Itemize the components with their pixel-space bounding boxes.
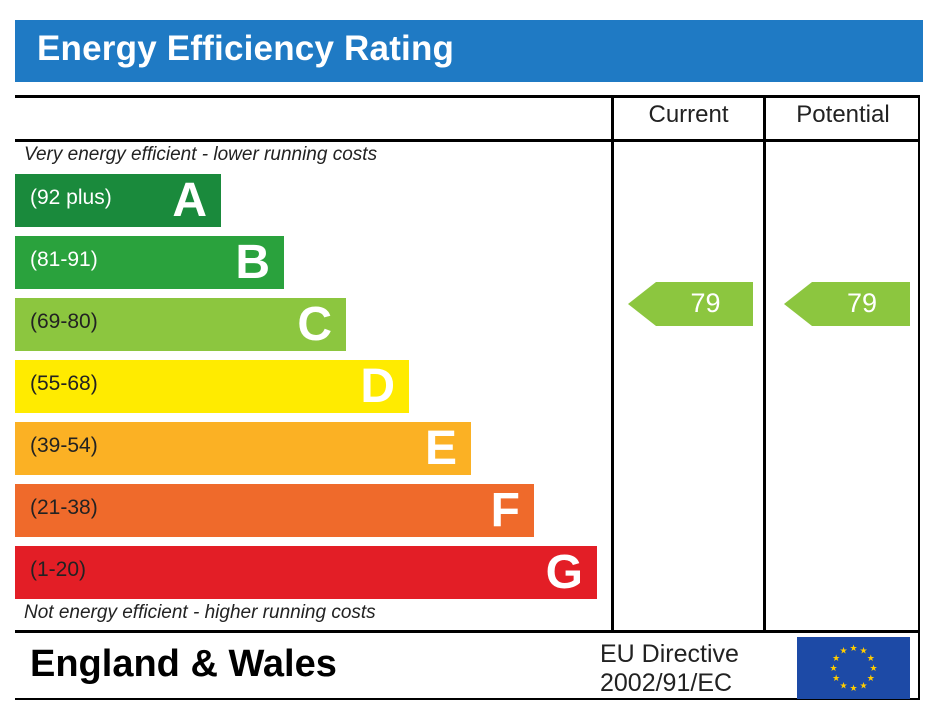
band-letter: E: [424, 422, 457, 475]
current-rating-value: 79: [690, 288, 721, 318]
note-inefficient: Not energy efficient - higher running co…: [24, 602, 376, 623]
band-letter: G: [545, 546, 583, 599]
header-divider: [15, 139, 920, 142]
band-range: (55-68): [30, 372, 98, 395]
page-title: Energy Efficiency Rating: [37, 29, 455, 68]
star-icon: ★: [849, 644, 857, 654]
star-icon: ★: [832, 674, 840, 684]
band-letter: A: [172, 174, 207, 227]
column-divider: [763, 95, 766, 633]
band-range: (69-80): [30, 310, 98, 333]
band-g: (1-20) G: [15, 546, 597, 599]
band-a: (92 plus) A: [15, 174, 221, 227]
band-letter: F: [490, 484, 520, 537]
arrow-shape: [784, 282, 910, 326]
note-efficient: Very energy efficient - lower running co…: [24, 144, 378, 165]
band-d: (55-68) D: [15, 360, 409, 413]
rating-table-frame: [15, 95, 920, 700]
eu-flag-icon: ★ ★ ★ ★ ★ ★ ★ ★ ★ ★ ★ ★: [797, 637, 910, 699]
column-header-current: Current: [648, 101, 729, 128]
potential-rating-arrow: 79: [784, 282, 910, 326]
star-icon: ★: [859, 647, 867, 657]
band-e: (39-54) E: [15, 422, 471, 475]
star-icon: ★: [829, 664, 837, 674]
star-icon: ★: [832, 654, 840, 664]
band-f: (21-38) F: [15, 484, 534, 537]
band-range: (39-54): [30, 434, 98, 457]
star-icon: ★: [839, 647, 847, 657]
band-range: (81-91): [30, 248, 98, 271]
column-divider: [611, 95, 614, 633]
band-letter: D: [360, 360, 395, 413]
arrow-shape: [628, 282, 753, 326]
star-icon: ★: [849, 684, 857, 694]
band-range: (1-20): [30, 558, 87, 581]
star-icon: ★: [867, 654, 875, 664]
column-header-potential: Potential: [796, 101, 890, 128]
eu-stars: ★ ★★★★★★★★★★★: [829, 644, 877, 694]
band-range: (92 plus): [30, 186, 112, 209]
directive-line1: EU Directive: [600, 640, 739, 668]
star-icon: ★: [869, 664, 877, 674]
potential-rating-value: 79: [846, 288, 878, 318]
footer-country: England & Wales: [30, 643, 337, 685]
footer-divider: [15, 630, 920, 633]
star-icon: ★: [859, 681, 867, 691]
band-letter: C: [297, 298, 332, 351]
header-bar: Energy Efficiency Rating: [15, 20, 923, 82]
directive-line2: 2002/91/EC: [600, 669, 733, 697]
band-range: (21-38): [30, 496, 98, 519]
band-letter: B: [235, 236, 270, 289]
star-icon: ★: [839, 681, 847, 691]
star-icon: ★: [867, 674, 875, 684]
eu-directive: EU Directive 2002/91/EC: [600, 640, 739, 698]
current-rating-arrow: 79: [628, 282, 753, 326]
band-c: (69-80) C: [15, 298, 346, 351]
band-b: (81-91) B: [15, 236, 284, 289]
